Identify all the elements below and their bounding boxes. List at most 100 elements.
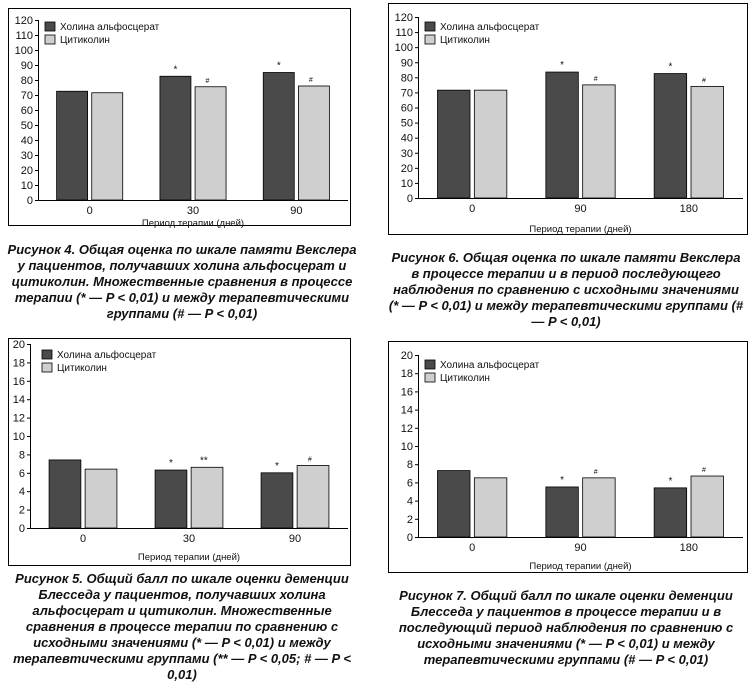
y-tick-label: 110 xyxy=(15,30,33,42)
bar-choline-30 xyxy=(154,469,188,529)
bar-choline-0 xyxy=(437,470,471,538)
y-tick-label: 100 xyxy=(395,42,413,54)
bar-choline-0 xyxy=(48,459,82,529)
y-tick-label: 20 xyxy=(401,163,413,175)
chart-fig6: 0 10 20 30 40 50 60 70 80 90 100 110 120 0 * #90 * #180 Пе… xyxy=(388,3,748,235)
y-tick-label: 90 xyxy=(401,57,413,69)
bar-choline-90 xyxy=(262,72,295,201)
y-tick-label: 20 xyxy=(401,350,413,362)
y-tick-label: 70 xyxy=(21,90,33,102)
y-tick-label: 10 xyxy=(401,441,413,453)
y-tick-label: 120 xyxy=(15,15,33,27)
y-tick-label: 0 xyxy=(19,523,25,535)
bar-citicoline-180 xyxy=(690,85,724,199)
legend-label-choline: Холина альфосцерат xyxy=(57,349,157,361)
legend-label-choline: Холина альфосцерат xyxy=(60,21,160,33)
y-tick-label: 18 xyxy=(401,368,413,380)
bar-citicoline-0 xyxy=(473,477,508,538)
x-tick-label: 30 xyxy=(187,205,199,217)
chart-panel-fig5: 0 2 4 6 8 10 12 14 16 18 20 0 * ** 30 * #90 Период терапи… xyxy=(0,330,365,570)
y-tick-label: 100 xyxy=(15,45,33,57)
x-axis-label: Период терапии (дней) xyxy=(142,218,244,229)
bar-choline-30 xyxy=(159,75,192,201)
bar-citicoline-30 xyxy=(194,86,227,201)
legend-label-choline: Холина альфосцерат xyxy=(440,21,540,33)
x-tick-label: 180 xyxy=(680,542,698,554)
bar-choline-90 xyxy=(545,71,579,199)
significance-marker: # xyxy=(206,78,210,85)
significance-marker: ** xyxy=(200,455,208,466)
y-tick-label: 16 xyxy=(401,386,413,398)
significance-marker: # xyxy=(308,456,312,463)
legend-swatch-citicoline xyxy=(424,34,436,45)
caption-fig5: Рисунок 5. Общий балл по шкале оценки де… xyxy=(13,571,351,682)
bar-citicoline-0 xyxy=(84,468,118,529)
legend-swatch-choline xyxy=(41,349,53,360)
significance-marker: # xyxy=(309,77,313,84)
y-tick-label: 80 xyxy=(21,75,33,87)
x-tick-label: 180 xyxy=(680,203,698,215)
caption-fig4: Рисунок 4. Общая оценка по шкале памяти … xyxy=(7,242,357,321)
y-tick-label: 12 xyxy=(401,423,413,435)
bar-citicoline-180 xyxy=(690,475,724,538)
y-tick-label: 2 xyxy=(407,514,413,526)
bar-choline-180 xyxy=(653,73,688,199)
significance-marker: * xyxy=(560,60,564,71)
y-tick-label: 2 xyxy=(19,505,25,517)
legend-label-choline: Холина альфосцерат xyxy=(440,359,540,371)
y-tick-label: 60 xyxy=(21,105,33,117)
y-tick-label: 6 xyxy=(19,468,25,480)
y-tick-label: 8 xyxy=(19,449,25,461)
legend-label-citicoline: Цитиколин xyxy=(57,363,107,374)
x-tick-label: 0 xyxy=(469,203,475,215)
significance-marker: # xyxy=(594,76,598,83)
y-tick-label: 16 xyxy=(13,376,25,388)
significance-marker: * xyxy=(277,61,281,72)
y-tick-label: 50 xyxy=(21,120,33,132)
y-tick-label: 30 xyxy=(401,148,413,160)
legend-swatch-citicoline xyxy=(44,34,56,45)
y-tick-label: 20 xyxy=(13,339,25,351)
significance-marker: # xyxy=(702,467,706,474)
x-tick-label: 90 xyxy=(289,533,301,545)
bar-choline-0 xyxy=(56,90,88,201)
legend-label-citicoline: Цитиколин xyxy=(440,35,490,46)
y-tick-label: 0 xyxy=(407,532,413,544)
y-tick-label: 90 xyxy=(21,60,33,72)
x-tick-label: 0 xyxy=(80,533,86,545)
chart-panel-fig6: 0 10 20 30 40 50 60 70 80 90 100 110 120 0 * #90 * #180 Пе… xyxy=(385,0,750,240)
x-tick-label: 30 xyxy=(183,533,195,545)
y-tick-label: 70 xyxy=(401,87,413,99)
x-tick-label: 90 xyxy=(290,205,302,217)
bar-citicoline-90 xyxy=(297,85,330,201)
bar-choline-90 xyxy=(260,472,294,529)
x-axis-label: Период терапии (дней) xyxy=(529,224,631,235)
legend-swatch-choline xyxy=(424,359,436,370)
chart-fig4: 0 10 20 30 40 50 60 70 80 90 100 110 120 0 * #30 * #90 Пер… xyxy=(8,8,351,229)
x-axis-label: Период терапии (дней) xyxy=(138,552,240,563)
y-tick-label: 10 xyxy=(13,431,25,443)
bar-citicoline-90 xyxy=(296,465,330,529)
caption-fig7: Рисунок 7. Общий балл по шкале оценки де… xyxy=(398,588,734,667)
bar-choline-180 xyxy=(653,487,688,538)
y-tick-label: 18 xyxy=(13,357,25,369)
y-tick-label: 110 xyxy=(395,27,413,39)
bar-citicoline-0 xyxy=(473,89,508,199)
x-tick-label: 90 xyxy=(574,203,586,215)
significance-marker: * xyxy=(668,62,672,73)
chart-panel-fig4: 0 10 20 30 40 50 60 70 80 90 100 110 120 0 * #30 * #90 Пер… xyxy=(0,0,365,240)
bar-citicoline-90 xyxy=(582,477,616,538)
y-tick-label: 10 xyxy=(21,180,33,192)
y-tick-label: 50 xyxy=(401,118,413,130)
significance-marker: # xyxy=(594,469,598,476)
y-tick-label: 20 xyxy=(21,165,33,177)
y-tick-label: 8 xyxy=(407,459,413,471)
significance-marker: * xyxy=(169,458,173,469)
y-tick-label: 6 xyxy=(407,477,413,489)
legend-swatch-citicoline xyxy=(424,372,436,383)
bar-choline-90 xyxy=(545,486,579,538)
x-axis-label: Период терапии (дней) xyxy=(529,561,631,572)
x-tick-label: 0 xyxy=(87,205,93,217)
legend-swatch-choline xyxy=(44,21,56,32)
